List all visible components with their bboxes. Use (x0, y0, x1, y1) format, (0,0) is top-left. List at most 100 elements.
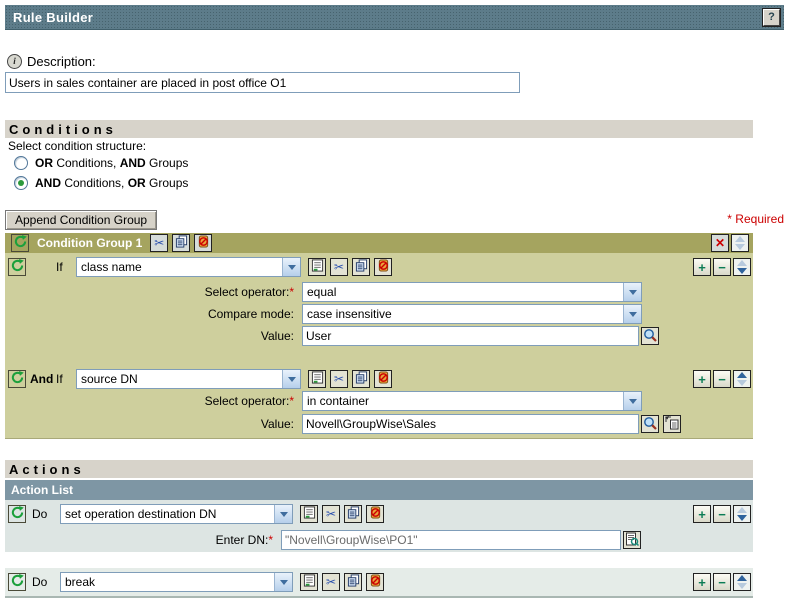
keyword-if: If (56, 260, 63, 274)
page-magnifier-icon (625, 532, 640, 549)
field-row: Enter DN:* (5, 530, 753, 550)
search-button[interactable] (641, 415, 659, 433)
action-block: Do set operation destination DN ✂ + − E (5, 500, 753, 552)
field-label: Enter DN:* (215, 533, 273, 547)
radio-or-conditions-and-groups[interactable]: OR Conditions, AND Groups (14, 156, 188, 170)
delete-button[interactable] (366, 573, 384, 591)
copy-button[interactable] (344, 573, 362, 591)
add-condition-button[interactable]: + (693, 258, 711, 276)
condition-type-select[interactable]: class name (76, 257, 301, 277)
radio-and-conditions-or-groups[interactable]: AND Conditions, OR Groups (14, 176, 188, 190)
delete-button[interactable] (374, 370, 392, 388)
field-row: Compare mode: case insensitive (5, 304, 753, 324)
keyword-if: If (56, 372, 63, 386)
keyword-do: Do (32, 507, 48, 521)
value-input[interactable] (302, 414, 639, 434)
refresh-icon (11, 371, 24, 387)
refresh-button[interactable] (8, 370, 26, 388)
refresh-button[interactable] (8, 573, 26, 591)
field-label: Select operator:* (204, 285, 294, 299)
cut-button[interactable]: ✂ (322, 573, 340, 591)
condition-row: And If source DN ✂ + − (5, 368, 753, 390)
add-action-button[interactable]: + (693, 573, 711, 591)
value-input[interactable] (302, 326, 639, 346)
copy-button[interactable] (352, 370, 370, 388)
action-type-select[interactable]: set operation destination DN (60, 504, 293, 524)
browse-dn-button[interactable] (663, 415, 681, 433)
copy-icon (347, 574, 360, 590)
delete-button[interactable] (374, 258, 392, 276)
description-input[interactable] (5, 72, 520, 93)
editor-icon (303, 506, 316, 522)
plus-icon: + (698, 371, 706, 387)
argument-builder-button[interactable] (623, 531, 641, 549)
radio-button-unselected[interactable] (14, 156, 28, 170)
minus-icon: − (718, 506, 726, 522)
help-button[interactable]: ? (762, 7, 781, 27)
plus-icon: + (698, 574, 706, 590)
add-action-button[interactable]: + (693, 505, 711, 523)
move-condition-up-down-button[interactable] (733, 258, 751, 276)
move-condition-up-down-button[interactable] (733, 370, 751, 388)
chevron-down-icon (274, 573, 292, 591)
refresh-button[interactable] (11, 234, 29, 252)
conditions-section-header: Conditions (5, 120, 753, 138)
refresh-icon (11, 574, 24, 590)
down-arrow-icon (737, 268, 747, 274)
chevron-down-icon (282, 370, 300, 388)
page-arrow-icon (665, 415, 679, 433)
radio-button-selected[interactable] (14, 176, 28, 190)
chevron-down-icon (623, 305, 641, 323)
plus-icon: + (698, 506, 706, 522)
enter-dn-input[interactable] (281, 530, 621, 550)
refresh-button[interactable] (8, 505, 26, 523)
add-condition-button[interactable]: + (693, 370, 711, 388)
cut-icon: ✂ (325, 507, 337, 521)
operator-select[interactable]: equal (302, 282, 642, 302)
refresh-button[interactable] (8, 258, 26, 276)
copy-button[interactable] (172, 234, 191, 252)
cut-button[interactable]: ✂ (330, 258, 348, 276)
remove-condition-button[interactable]: − (713, 258, 731, 276)
action-row: Do break ✂ + − (5, 571, 753, 593)
move-action-up-down-button[interactable] (733, 505, 751, 523)
field-label: Compare mode: (207, 307, 294, 321)
remove-group-button[interactable]: ✕ (711, 234, 729, 252)
refresh-icon (11, 259, 24, 275)
condition-type-select[interactable]: source DN (76, 369, 301, 389)
connector-label: And (30, 372, 54, 386)
search-button[interactable] (641, 327, 659, 345)
copy-icon (355, 371, 368, 387)
compare-mode-select[interactable]: case insensitive (302, 304, 642, 324)
delete-button[interactable] (194, 234, 213, 252)
down-arrow-icon (737, 583, 747, 589)
minus-icon: − (718, 371, 726, 387)
down-arrow-icon (737, 380, 747, 386)
editor-button[interactable] (300, 505, 318, 523)
delete-icon (369, 574, 382, 590)
cut-button[interactable]: ✂ (330, 370, 348, 388)
delete-button[interactable] (366, 505, 384, 523)
info-icon: i (7, 53, 22, 69)
up-arrow-icon (735, 236, 745, 242)
move-group-up-down-button[interactable] (731, 234, 749, 252)
append-condition-group-button[interactable]: Append Condition Group (5, 210, 158, 230)
operator-select[interactable]: in container (302, 391, 642, 411)
move-action-up-down-button[interactable] (733, 573, 751, 591)
cut-button[interactable]: ✂ (322, 505, 340, 523)
action-type-select[interactable]: break (60, 572, 293, 592)
editor-button[interactable] (300, 573, 318, 591)
up-arrow-icon (737, 575, 747, 581)
delete-icon (369, 506, 382, 522)
copy-button[interactable] (344, 505, 362, 523)
remove-action-button[interactable]: − (713, 573, 731, 591)
editor-button[interactable] (308, 370, 326, 388)
field-row: Value: (5, 414, 753, 434)
remove-condition-button[interactable]: − (713, 370, 731, 388)
cut-icon: ✂ (333, 372, 345, 386)
remove-action-button[interactable]: − (713, 505, 731, 523)
editor-icon (303, 574, 316, 590)
copy-button[interactable] (352, 258, 370, 276)
cut-button[interactable]: ✂ (150, 234, 169, 252)
editor-button[interactable] (308, 258, 326, 276)
